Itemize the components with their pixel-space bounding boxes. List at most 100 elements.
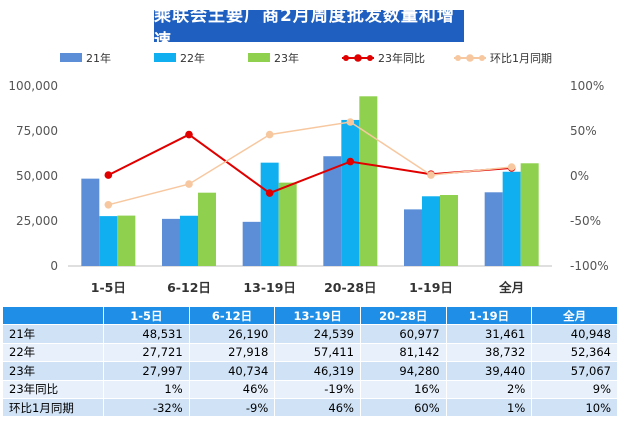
line-23年同比 [107, 133, 512, 195]
bar-22年-1-5日 [99, 216, 118, 266]
right-axis-tick-label: 50% [570, 124, 597, 138]
point-23年同比-6-12日 [185, 130, 193, 139]
table-cell: 40,948 [531, 324, 618, 344]
table-cell: 48,531 [103, 324, 190, 344]
legend-marker-环比1月同期 [455, 55, 461, 61]
bar-23年-20-28日 [359, 96, 378, 267]
table-cell: 31,461 [445, 324, 533, 344]
table-header-row: 1-5日 6-12日 13-19日 20-28日 1-19日 全月 [2, 305, 618, 326]
legend-swatch-23年 [248, 53, 270, 62]
table-header-cell: 13-19日 [274, 305, 361, 326]
bar-21年-1-19日 [404, 209, 422, 266]
table-cell: -32% [103, 397, 190, 418]
table-row: 22年 27,721 27,918 57,411 81,142 38,732 52,364 [2, 342, 618, 363]
legend-label-环比1月同期: 环比1月同期 [490, 52, 552, 65]
bar-22年-13-19日 [260, 162, 279, 266]
table-cell: -19% [274, 379, 361, 399]
legend-label-23年: 23年 [274, 51, 299, 65]
legend-label-21年: 21年 [86, 51, 111, 65]
bar-22年-全月 [502, 171, 521, 266]
row-label-cell: 21年 [2, 324, 104, 344]
bar-23年-全月 [520, 163, 539, 266]
point-环比1月同期-13-19日 [265, 130, 274, 139]
left-axis-tick-label: 25,000 [16, 214, 58, 228]
table-cell: 2% [445, 379, 533, 399]
table-cell: 46% [274, 397, 361, 418]
legend-marker-环比1月同期 [466, 54, 474, 62]
table-cell: 1% [445, 397, 533, 418]
chart-area: 乘联会主要厂商2月周度批发数量和增速 0 25,000 50,000 75,000 10… [8, 6, 609, 295]
table-cell: 46,319 [274, 361, 361, 381]
legend-swatch-21年 [60, 53, 82, 62]
table-cell: 27,721 [103, 342, 190, 363]
bar-21年-6-12日 [162, 218, 180, 266]
bar-23年-13-19日 [278, 182, 297, 266]
bar-21年-20-28日 [323, 156, 342, 266]
bar-21年-全月 [484, 192, 503, 266]
table-cell: 57,411 [274, 342, 361, 363]
x-category-label: 全月 [498, 280, 524, 295]
right-axis-tick-label: -100% [570, 259, 609, 273]
right-axis-tick-label: 100% [570, 79, 604, 93]
table-header-cell [2, 305, 104, 326]
bar-21年-13-19日 [242, 221, 261, 266]
point-环比1月同期-1-5日 [104, 201, 113, 209]
table-cell: 81,142 [359, 342, 447, 363]
left-axis-tick-label: 100,000 [8, 79, 58, 93]
right-axis-tick-label: 0% [570, 169, 589, 183]
bar-23年-1-19日 [440, 195, 458, 266]
table-cell: -9% [188, 397, 276, 418]
left-axis-tick-label: 50,000 [16, 169, 58, 183]
x-category-label: 13-19日 [243, 280, 295, 295]
table-cell: 27,997 [103, 361, 190, 381]
legend-label-22年: 22年 [180, 51, 205, 65]
data-table: 1-5日 6-12日 13-19日 20-28日 1-19日 全月 21年 48,531 26… [2, 305, 618, 418]
table-header-cell: 全月 [531, 305, 618, 326]
left-axis-tick-label: 75,000 [16, 124, 58, 138]
x-category-label: 1-5日 [91, 280, 126, 295]
table-cell: 39,440 [445, 361, 533, 381]
table-cell: 57,067 [531, 361, 618, 381]
chart-title: 乘联会主要厂商2月周度批发数量和增速 [154, 6, 464, 51]
table-cell: 1% [103, 379, 190, 399]
table-body: 21年 48,531 26,190 24,539 60,977 31,461 40,948 2… [2, 324, 618, 418]
left-axis-tick-label: 0 [50, 259, 58, 273]
bar-21年-1-5日 [81, 178, 100, 266]
table-row: 环比1月同期 -32% -9% 46% 60% 1% 10% [2, 397, 618, 418]
legend-marker-环比1月同期 [479, 55, 485, 61]
legend-swatch-22年 [154, 53, 176, 62]
table-cell: 24,539 [274, 324, 361, 344]
table-header-cell: 20-28日 [359, 305, 447, 326]
legend-marker-23年同比 [367, 55, 373, 61]
table-cell: 60% [359, 397, 447, 418]
table-cell: 46% [188, 379, 276, 399]
x-category-label: 20-28日 [324, 280, 376, 295]
legend-label-23年同比: 23年同比 [378, 51, 425, 65]
x-category-label: 6-12日 [167, 280, 211, 295]
legend-marker-23年同比 [343, 55, 349, 61]
bar-22年-6-12日 [180, 215, 198, 266]
row-label-cell: 环比1月同期 [2, 397, 104, 418]
point-23年同比-13-19日 [265, 189, 274, 197]
table-cell: 38,732 [445, 342, 533, 363]
point-环比1月同期-全月 [507, 163, 516, 171]
table-cell: 40,734 [188, 361, 276, 381]
table-cell: 52,364 [531, 342, 618, 363]
line-环比1月同期 [108, 121, 512, 206]
table-header-cell: 6-12日 [188, 305, 276, 326]
x-category-label: 1-19日 [409, 280, 453, 295]
legend-marker-23年同比 [354, 54, 362, 62]
table-row: 23年同比 1% 46% -19% 16% 2% 9% [2, 379, 618, 399]
table-row: 21年 48,531 26,190 24,539 60,977 31,461 40,948 [2, 324, 618, 344]
row-label-cell: 22年 [2, 342, 104, 363]
table-cell: 9% [531, 379, 618, 399]
bar-23年-1-5日 [117, 215, 136, 266]
table-cell: 27,918 [188, 342, 276, 363]
point-23年同比-20-28日 [346, 157, 355, 166]
table-cell: 94,280 [359, 361, 447, 381]
row-label-cell: 23年同比 [2, 379, 104, 399]
point-23年同比-1-5日 [104, 171, 113, 179]
combo-chart: 0 25,000 50,000 75,000 100,000 -100% -50% 0% 50%… [8, 51, 609, 295]
table-row: 23年 27,997 40,734 46,319 94,280 39,440 57,067 [2, 361, 618, 381]
bar-22年-20-28日 [341, 119, 360, 266]
